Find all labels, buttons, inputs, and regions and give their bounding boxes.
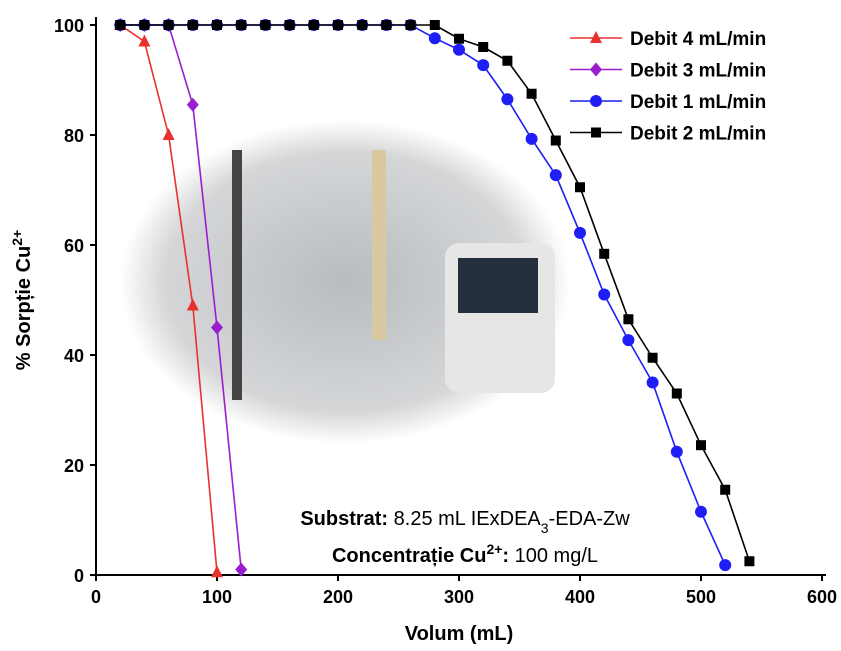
annotation: Concentrație Cu2+: 100 mg/L — [332, 541, 598, 567]
point — [501, 93, 513, 105]
point — [260, 20, 270, 30]
point — [163, 128, 175, 140]
legend-label: Debit 3 mL/min — [630, 61, 766, 82]
annotation-part: -EDA-Zw — [549, 508, 631, 530]
point — [188, 20, 198, 30]
point — [719, 559, 731, 571]
point — [598, 289, 610, 301]
point — [115, 20, 125, 30]
legend-label: Debit 1 mL/min — [630, 92, 766, 113]
y-tick-label: 0 — [74, 566, 84, 586]
legend-marker — [591, 128, 601, 138]
legend-marker — [590, 63, 602, 77]
y-axis-title-part: % Sorpție Cu — [13, 246, 35, 370]
point — [647, 377, 659, 389]
x-tick-label: 600 — [807, 587, 837, 607]
point — [357, 20, 367, 30]
x-tick-label: 400 — [565, 587, 595, 607]
point — [526, 133, 538, 145]
point — [551, 136, 561, 146]
x-tick-label: 0 — [91, 587, 101, 607]
annotation-part: Substrat: — [300, 508, 388, 530]
point — [236, 20, 246, 30]
annotation-part: Concentrație Cu — [332, 545, 486, 567]
x-axis-title: Volum (mL) — [405, 623, 514, 645]
point — [477, 59, 489, 71]
y-tick-label: 40 — [64, 346, 84, 366]
point — [212, 20, 222, 30]
annotation-part: 3 — [541, 520, 549, 536]
point — [672, 389, 682, 399]
y-axis-title-part: 2+ — [9, 230, 25, 246]
point — [453, 44, 465, 56]
point — [527, 89, 537, 99]
annotation-part: 8.25 mL IExDEA — [388, 508, 541, 530]
annotation: Substrat: 8.25 mL IExDEA3-EDA-Zw — [300, 508, 630, 536]
point — [720, 485, 730, 495]
point — [599, 249, 609, 259]
point — [309, 20, 319, 30]
point — [550, 169, 562, 181]
point — [574, 227, 586, 239]
y-tick-label: 100 — [54, 16, 84, 36]
point — [187, 98, 199, 112]
point — [430, 20, 440, 30]
point — [695, 506, 707, 518]
point — [333, 20, 343, 30]
point — [671, 446, 683, 458]
legend-marker — [590, 95, 602, 107]
legend-label: Debit 4 mL/min — [630, 29, 766, 50]
point — [744, 556, 754, 566]
point — [623, 314, 633, 324]
y-tick-label: 60 — [64, 236, 84, 256]
x-tick-label: 100 — [202, 587, 232, 607]
point — [696, 440, 706, 450]
column — [372, 150, 386, 340]
chart: 0 100 200 300 400 500 600 0 20 40 60 80 100 Volum (mL… — [0, 0, 841, 646]
x-tick-label: 500 — [686, 587, 716, 607]
point — [138, 35, 150, 47]
annotation-part: 2+ — [486, 541, 502, 557]
point — [139, 20, 149, 30]
stand — [232, 150, 242, 400]
annotation-part: 100 mg/L — [509, 545, 598, 567]
point — [211, 565, 223, 577]
x-tick-label: 200 — [323, 587, 353, 607]
point — [648, 353, 658, 363]
point — [381, 20, 391, 30]
legend-label: Debit 2 mL/min — [630, 124, 766, 145]
y-axis-title: % Sorpție Cu2+ — [9, 230, 35, 370]
point — [622, 334, 634, 346]
x-tick-label: 300 — [444, 587, 474, 607]
point — [285, 20, 295, 30]
point — [478, 42, 488, 52]
annotation-part: : — [502, 545, 509, 567]
point — [429, 32, 441, 44]
point — [575, 182, 585, 192]
legend-marker — [590, 31, 602, 43]
point — [164, 20, 174, 30]
point — [502, 56, 512, 66]
point — [406, 20, 416, 30]
point — [454, 34, 464, 44]
y-tick-label: 20 — [64, 456, 84, 476]
pump-screen — [458, 258, 538, 313]
y-tick-label: 80 — [64, 126, 84, 146]
